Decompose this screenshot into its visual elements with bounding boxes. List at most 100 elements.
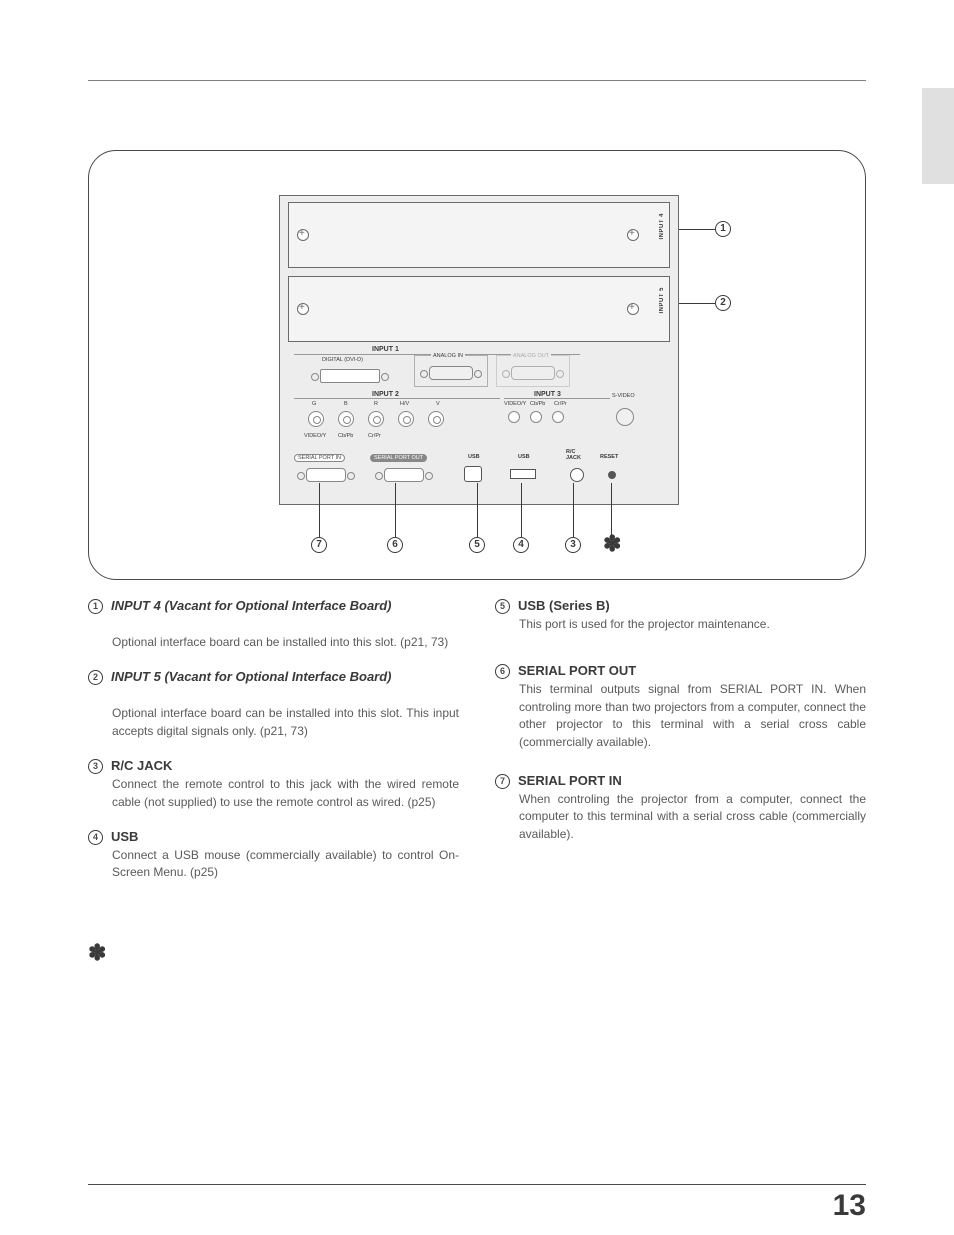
- rca-label: Cr/Pr: [554, 401, 567, 407]
- bnc-label: H/V: [400, 401, 409, 407]
- callout-7: 7: [311, 537, 327, 553]
- bnc-port-icon: [398, 411, 414, 427]
- usb-b-label: USB: [468, 454, 480, 460]
- leader-line: [319, 483, 320, 537]
- usb-b-port-icon: [464, 466, 482, 482]
- side-tab: [922, 88, 954, 184]
- usb-a-port-icon: [510, 469, 536, 479]
- callout-5: 5: [469, 537, 485, 553]
- asterisk-icon: ✽: [88, 940, 106, 966]
- analog-out-group: ANALOG OUT: [496, 355, 570, 387]
- right-column: 5 USB (Series B) This port is used for t…: [495, 598, 866, 900]
- slot-input4: INPUT 4: [288, 202, 670, 268]
- num-circle: 3: [88, 759, 103, 774]
- bnc-sublabel: VIDEO/Y: [304, 433, 326, 439]
- item-body: Connect a USB mouse (commercially availa…: [112, 847, 459, 882]
- svideo-port-icon: [616, 408, 634, 426]
- page-number: 13: [833, 1189, 866, 1223]
- svideo-label: S-VIDEO: [612, 393, 635, 399]
- bottom-rule: [88, 1184, 866, 1186]
- num-circle: 5: [495, 599, 510, 614]
- bnc-row: [308, 411, 444, 427]
- bnc-sublabel: Cb/Pb: [338, 433, 353, 439]
- screw-icon: [627, 303, 639, 315]
- input3-box: VIDEO/Y Cb/Pb Cr/Pr: [504, 398, 610, 432]
- asterisk-icon: ✽: [603, 531, 621, 557]
- item-title: R/C JACK: [111, 758, 172, 773]
- item-title: SERIAL PORT OUT: [518, 663, 636, 678]
- top-rule: [88, 80, 866, 81]
- leader-line: [573, 483, 574, 537]
- item-4: 4 USB Connect a USB mouse (commercially …: [88, 829, 459, 882]
- rc-jack-label: R/CJACK: [566, 450, 581, 461]
- vga-port-icon: [511, 366, 555, 380]
- rca-label: VIDEO/Y: [504, 401, 526, 407]
- bnc-label: G: [312, 401, 316, 407]
- callout-3: 3: [565, 537, 581, 553]
- input1-label: INPUT 1: [370, 346, 401, 353]
- item-1: 1 INPUT 4 (Vacant for Optional Interface…: [88, 598, 459, 651]
- left-column: 1 INPUT 4 (Vacant for Optional Interface…: [88, 598, 459, 900]
- item-title: USB: [111, 829, 138, 844]
- item-body: This port is used for the projector main…: [519, 616, 866, 633]
- leader-line: [679, 303, 715, 304]
- num-circle: 4: [88, 830, 103, 845]
- serial-port-icon: [306, 468, 346, 482]
- leader-line: [395, 483, 396, 537]
- num-circle: 6: [495, 664, 510, 679]
- input3-label: INPUT 3: [532, 391, 563, 398]
- reset-label: RESET: [600, 454, 618, 460]
- bnc-label: R: [374, 401, 378, 407]
- callout-6: 6: [387, 537, 403, 553]
- input2-box: G B R H/V V VIDEO/Y Cb/Pb Cr/Pr: [294, 398, 500, 448]
- callout-2: 2: [715, 295, 731, 311]
- screw-icon: [627, 229, 639, 241]
- item-title: USB (Series B): [518, 598, 610, 613]
- item-3: 3 R/C JACK Connect the remote control to…: [88, 758, 459, 811]
- diagram-box: INPUT 4 INPUT 5 INPUT 1 DIGITAL (DVI-D) …: [88, 150, 866, 580]
- bnc-label: B: [344, 401, 348, 407]
- slot-label: INPUT 5: [659, 287, 665, 314]
- callout-1: 1: [715, 221, 731, 237]
- item-6: 6 SERIAL PORT OUT This terminal outputs …: [495, 663, 866, 751]
- bnc-sublabel: Cr/Pr: [368, 433, 381, 439]
- num-circle: 7: [495, 774, 510, 789]
- terminal-panel: INPUT 4 INPUT 5 INPUT 1 DIGITAL (DVI-D) …: [279, 195, 679, 505]
- digital-label: DIGITAL (DVI-D): [322, 357, 363, 363]
- rca-port-icon: [508, 411, 520, 423]
- item-body: This terminal outputs signal from SERIAL…: [519, 681, 866, 751]
- serial-out-label: SERIAL PORT OUT: [370, 454, 427, 462]
- num-circle: 1: [88, 599, 103, 614]
- callout-4: 4: [513, 537, 529, 553]
- usb-a-label: USB: [518, 454, 530, 460]
- rca-label: Cb/Pb: [530, 401, 545, 407]
- bottom-row: SERIAL PORT IN SERIAL PORT OUT USB USB R…: [294, 454, 664, 498]
- bnc-port-icon: [368, 411, 384, 427]
- analog-in-group: ANALOG IN: [414, 355, 488, 387]
- serial-in-label: SERIAL PORT IN: [294, 454, 345, 462]
- bnc-port-icon: [338, 411, 354, 427]
- item-body: Connect the remote control to this jack …: [112, 776, 459, 811]
- screw-icon: [297, 229, 309, 241]
- serial-port-icon: [384, 468, 424, 482]
- item-body: Optional interface board can be installe…: [112, 705, 459, 740]
- input1-box: DIGITAL (DVI-D) ANALOG IN ANALOG OUT: [294, 354, 580, 394]
- item-title: INPUT 5 (Vacant for Optional Interface B…: [111, 669, 392, 684]
- bnc-port-icon: [428, 411, 444, 427]
- slot-input5: INPUT 5: [288, 276, 670, 342]
- slot-label: INPUT 4: [659, 213, 665, 240]
- bnc-label: V: [436, 401, 440, 407]
- rca-port-icon: [552, 411, 564, 423]
- description-columns: 1 INPUT 4 (Vacant for Optional Interface…: [88, 598, 866, 900]
- item-2: 2 INPUT 5 (Vacant for Optional Interface…: [88, 669, 459, 740]
- leader-line: [679, 229, 715, 230]
- item-body: When controling the projector from a com…: [519, 791, 866, 843]
- item-title: SERIAL PORT IN: [518, 773, 622, 788]
- analog-out-label: ANALOG OUT: [511, 353, 551, 359]
- input2-label: INPUT 2: [370, 391, 401, 398]
- item-title: INPUT 4 (Vacant for Optional Interface B…: [111, 598, 392, 613]
- dvi-port-icon: [320, 369, 380, 383]
- rca-row: [508, 411, 564, 423]
- item-7: 7 SERIAL PORT IN When controling the pro…: [495, 773, 866, 843]
- leader-line: [611, 483, 612, 537]
